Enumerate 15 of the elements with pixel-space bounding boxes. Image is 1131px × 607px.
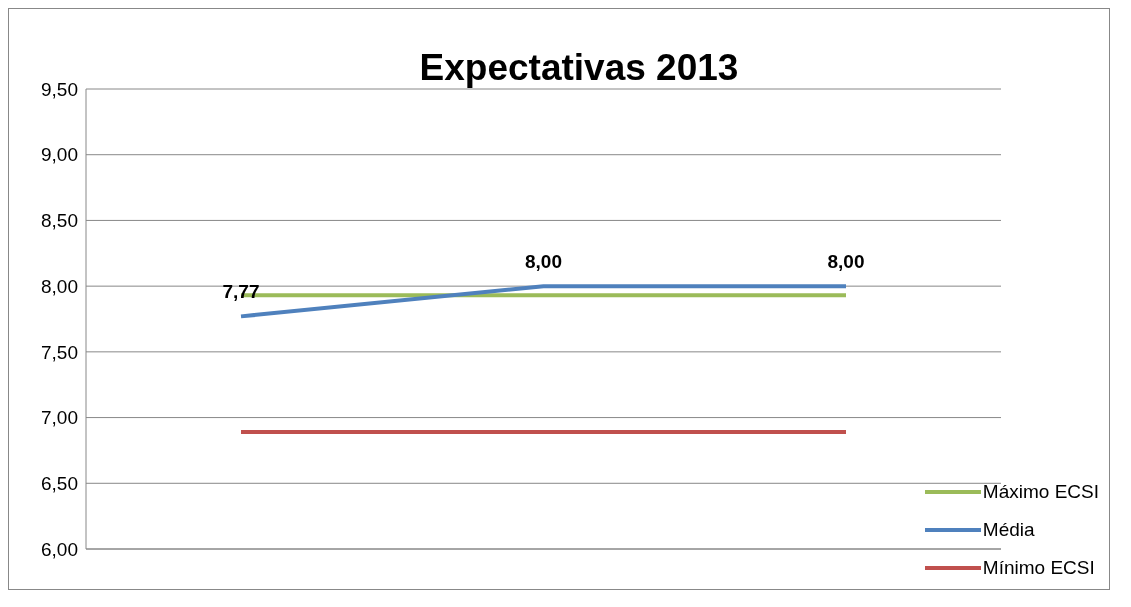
data-label: 8,00 bbox=[525, 251, 562, 273]
data-label: 8,00 bbox=[827, 251, 865, 273]
y-tick-label: 8,50 bbox=[41, 210, 78, 232]
chart-title: Expectativas 2013 bbox=[419, 47, 739, 88]
y-tick-label: 6,00 bbox=[41, 538, 78, 560]
y-tick-label: 9,50 bbox=[41, 78, 78, 100]
y-tick-label: 7,50 bbox=[41, 341, 78, 363]
y-tick-label: 7,00 bbox=[41, 407, 78, 429]
data-label: 7,77 bbox=[222, 281, 260, 303]
legend-label: Média bbox=[982, 519, 1035, 541]
y-tick-label: 6,50 bbox=[41, 473, 78, 495]
y-tick-label: 9,00 bbox=[41, 144, 78, 166]
legend-label: Mínimo ECSI bbox=[982, 557, 1095, 579]
legend-label: Máximo ECSI bbox=[982, 481, 1099, 503]
y-tick-label: 8,00 bbox=[41, 275, 78, 297]
